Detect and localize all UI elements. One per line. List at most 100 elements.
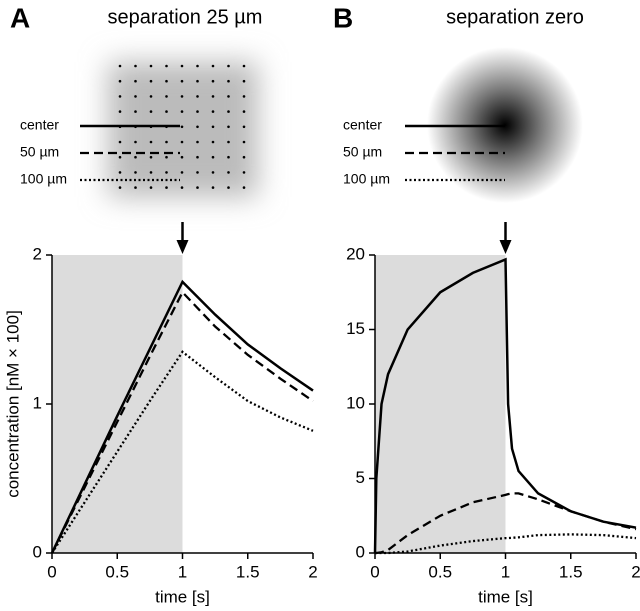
dot — [118, 110, 122, 113]
panel-label: B — [333, 2, 353, 33]
dot — [118, 64, 122, 68]
y-tick-label: 1 — [33, 393, 42, 412]
stimulus-shade — [52, 255, 183, 553]
dot — [180, 79, 184, 83]
dot — [180, 171, 184, 174]
x-tick-label: 1.5 — [236, 562, 260, 581]
dot — [227, 125, 230, 129]
dot — [149, 155, 153, 159]
dot — [242, 171, 246, 174]
dot — [227, 155, 230, 159]
y-tick-label: 0 — [33, 542, 42, 561]
y-tick-label: 0 — [356, 542, 365, 561]
y-tick-label: 20 — [346, 244, 365, 263]
dot — [134, 64, 137, 68]
dot — [165, 171, 168, 174]
dot — [149, 110, 153, 113]
series-line — [375, 533, 637, 555]
x-axis-label: time [s] — [155, 587, 210, 606]
dot — [211, 64, 215, 68]
dot — [165, 95, 168, 98]
dot — [165, 155, 168, 159]
dot — [180, 155, 184, 159]
x-tick-label: 1 — [178, 562, 187, 581]
dot — [211, 140, 215, 144]
dot — [165, 64, 168, 68]
x-axis-label: time [s] — [478, 587, 533, 606]
y-tick-label: 5 — [356, 468, 365, 487]
dot — [211, 171, 215, 174]
dot — [180, 64, 184, 68]
dot — [149, 95, 153, 98]
dot — [211, 95, 215, 98]
dot — [118, 79, 122, 83]
dot — [180, 140, 184, 144]
dot — [149, 64, 153, 68]
x-tick-label: 0.5 — [428, 562, 452, 581]
y-axis-label: concentration [nM × 100] — [3, 310, 22, 498]
dot — [134, 140, 137, 144]
dot — [196, 95, 199, 98]
dot — [180, 125, 184, 129]
dot — [134, 186, 137, 189]
dot — [165, 186, 168, 189]
dot — [242, 64, 246, 68]
chart-title: separation zero — [446, 6, 584, 28]
dot — [196, 140, 199, 144]
dot — [227, 95, 230, 98]
dot — [211, 125, 215, 129]
dot — [227, 171, 230, 174]
legend-label: 100 µm — [20, 171, 67, 187]
dot — [211, 186, 215, 189]
legend-label: 50 µm — [20, 144, 59, 160]
dot — [242, 140, 246, 144]
dot — [149, 140, 153, 144]
x-tick-label: 2 — [631, 562, 640, 581]
x-tick-label: 0 — [370, 562, 379, 581]
dot — [211, 155, 215, 159]
dot — [149, 79, 153, 83]
dot — [227, 79, 230, 83]
dot — [227, 64, 230, 68]
arrow-head — [499, 240, 512, 254]
dot — [165, 110, 168, 113]
dot — [227, 110, 230, 113]
panel-label: A — [10, 2, 30, 33]
dot — [118, 171, 122, 174]
dot — [211, 110, 215, 113]
dot — [118, 155, 122, 159]
x-tick-label: 0.5 — [105, 562, 129, 581]
dot — [180, 95, 184, 98]
legend-label: center — [20, 117, 59, 133]
arrow-head — [176, 240, 189, 254]
dot — [211, 79, 215, 83]
series-line — [373, 257, 637, 554]
legend-label: center — [343, 117, 382, 133]
dot — [134, 79, 137, 83]
dot — [118, 95, 122, 98]
dot — [227, 186, 230, 189]
legend-label: 50 µm — [343, 144, 382, 160]
dot — [118, 186, 122, 189]
dot — [242, 95, 246, 98]
dot — [196, 110, 199, 113]
dot — [149, 171, 153, 174]
dot — [242, 125, 246, 129]
dot — [196, 64, 199, 68]
series-line — [50, 279, 314, 554]
dot — [180, 186, 184, 189]
dot — [242, 110, 246, 113]
dot — [180, 110, 184, 113]
y-tick-label: 15 — [346, 319, 365, 338]
x-tick-label: 0 — [47, 562, 56, 581]
y-tick-label: 2 — [33, 244, 42, 263]
dot — [227, 140, 230, 144]
stimulus-shade — [375, 255, 506, 553]
dot — [134, 171, 137, 174]
dot — [196, 125, 199, 129]
dot — [196, 155, 199, 159]
dot — [242, 155, 246, 159]
dot — [196, 79, 199, 83]
x-tick-label: 2 — [308, 562, 317, 581]
